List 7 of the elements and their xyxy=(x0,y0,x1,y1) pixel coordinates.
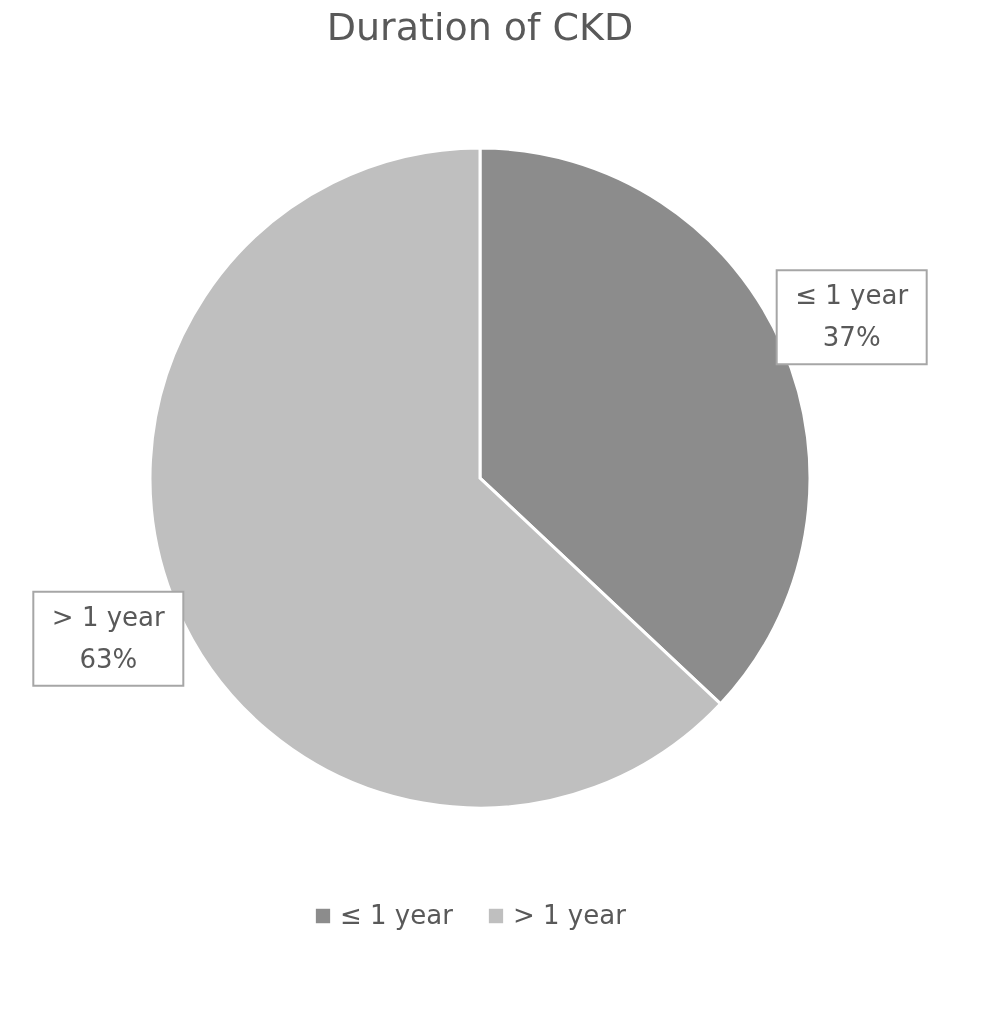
data-label: 37% xyxy=(822,322,881,353)
legend-label: > 1 year xyxy=(513,900,627,930)
slice-label: ≤ 1 year xyxy=(795,280,909,311)
slice-label: > 1 year xyxy=(51,601,166,632)
data-label: 63% xyxy=(79,643,138,674)
legend-label: ≤ 1 year xyxy=(340,900,454,930)
chart-title: Duration of CKD xyxy=(326,5,634,49)
